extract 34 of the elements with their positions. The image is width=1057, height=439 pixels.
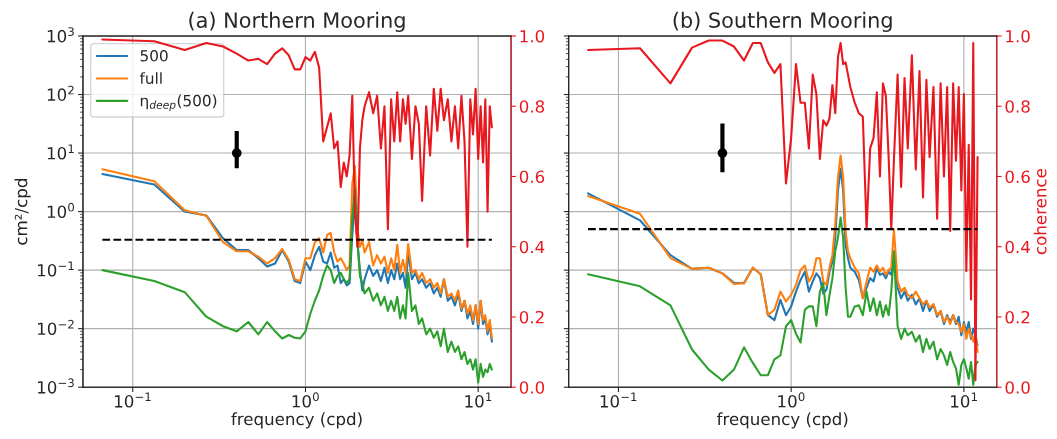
y-tick-label: 10$^{−3}$	[38, 378, 74, 394]
y2-tick-label: 0.0	[1005, 381, 1030, 394]
y-tick-label: 10$^{1}$	[47, 144, 74, 160]
chart-title: (a) Northern Mooring	[189, 11, 405, 32]
y-tick-label: 10$^{3}$	[47, 27, 74, 43]
y2-tick-label: 0.0	[519, 381, 545, 394]
x-tick-label: 10$^{−1}$	[115, 392, 151, 408]
x-tick-label: 10$^{0}$	[292, 392, 319, 408]
legend-label: 500	[140, 50, 168, 62]
y2-tick-label: 0.4	[1005, 240, 1030, 254]
y-axis-title: cm²/cpd	[14, 179, 31, 245]
legend-label: η$_{deep}$(500)	[140, 94, 217, 111]
y2-tick-label: 0.6	[519, 170, 545, 184]
y2-tick-label: 0.2	[1005, 310, 1030, 324]
y2-tick-label: 1.0	[1006, 29, 1030, 43]
x-tick-label: 10$^{0}$	[778, 392, 805, 408]
y2-tick-label: 0.2	[519, 310, 544, 324]
x-tick-label: 10$^{−1}$	[600, 392, 637, 408]
y-tick-label: 10$^{2}$	[47, 85, 74, 101]
legend-label: full	[139, 72, 162, 84]
y2-tick-label: 1.0	[520, 29, 545, 43]
y2-tick-label: 0.8	[519, 100, 545, 113]
y-tick-label: 10$^{0}$	[47, 202, 75, 219]
chart-title: (b) Southern Mooring	[673, 11, 892, 32]
x-axis-title: frequency (cpd)	[716, 412, 848, 429]
y-tick-label: 10$^{−1}$	[38, 261, 74, 277]
y2-tick-label: 0.6	[1005, 170, 1030, 184]
x-tick-label: 10$^{1}$	[951, 392, 977, 408]
y2-tick-label: 0.4	[519, 240, 545, 254]
x-axis-title: frequency (cpd)	[231, 412, 362, 429]
x-tick-label: 10$^{1}$	[465, 392, 492, 408]
y-tick-label: 10$^{−2}$	[38, 319, 74, 336]
y2-axis-title: coherence	[1033, 169, 1047, 255]
y2-tick-label: 0.8	[1005, 100, 1030, 113]
